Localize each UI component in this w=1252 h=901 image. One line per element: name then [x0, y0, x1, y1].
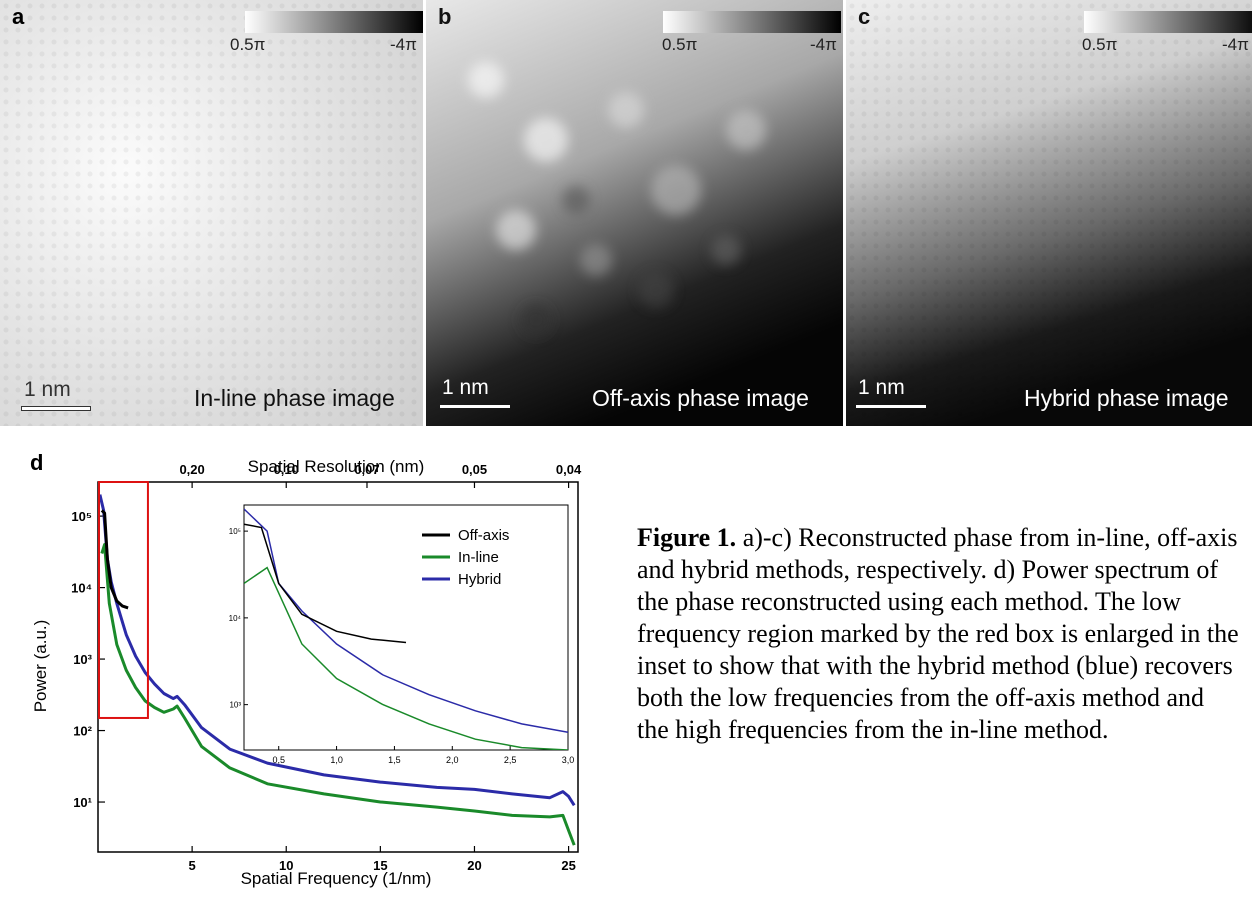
inset-y-tick-label: 10⁴: [229, 614, 242, 623]
inset-x-tick-label: 1,0: [330, 755, 343, 765]
scale-bar: [440, 405, 510, 408]
off-axis-phase-image: [426, 0, 843, 426]
legend-label: Hybrid: [458, 571, 501, 588]
scale-bar: [856, 405, 926, 408]
highlight-box: [98, 481, 149, 719]
top-axis-label: Spatial Resolution (nm): [248, 457, 425, 476]
y-tick-label: 10¹: [73, 795, 92, 810]
panel-caption: Hybrid phase image: [1024, 385, 1229, 411]
top-tick-label: 0,20: [179, 462, 204, 477]
top-tick-label: 0,05: [462, 462, 487, 477]
x-tick-label: 5: [189, 858, 196, 873]
panel-a-in-line-phase: a 0.5π -4π 1 nm In-line phase image: [0, 0, 423, 426]
inset-x-tick-label: 2,0: [446, 755, 459, 765]
scale-bar-label: 1 nm: [24, 378, 71, 401]
scale-bar: [21, 406, 91, 411]
colorbar: [1084, 11, 1252, 33]
x-tick-label: 10: [279, 858, 293, 873]
x-tick-label: 20: [467, 858, 481, 873]
colorbar-min-label: 0.5π: [230, 35, 266, 54]
y-tick-label: 10⁴: [71, 581, 92, 596]
inset-x-tick-label: 0,5: [272, 755, 285, 765]
panel-label: b: [438, 4, 452, 29]
power-spectrum-chart: d Spatial Resolution (nm) Spatial Freque…: [30, 450, 582, 888]
x-axis-label: Spatial Frequency (1/nm): [241, 869, 432, 888]
caption-text: a)-c) Reconstructed phase from in-line, …: [637, 523, 1239, 744]
top-tick-label: 0,07: [354, 462, 379, 477]
inset-series-group: [244, 508, 568, 750]
inset-x-tick-label: 3,0: [562, 755, 575, 765]
hybrid-phase-image: [846, 0, 1252, 426]
panel-label: d: [30, 450, 43, 475]
inset-series-line-off-axis: [244, 523, 407, 644]
legend-label: In-line: [458, 549, 499, 566]
in-line-phase-image: [0, 0, 423, 426]
x-tick-label: 15: [373, 858, 387, 873]
colorbar-max-label: -4π: [810, 35, 837, 54]
colorbar-max-label: -4π: [1222, 35, 1249, 54]
inset-x-tick-label: 2,5: [504, 755, 517, 765]
panel-c-hybrid-phase: c 0.5π -4π 1 nm Hybrid phase image: [846, 0, 1252, 426]
colorbar-min-label: 0.5π: [662, 35, 698, 54]
panel-b-off-axis-phase: b 0.5π -4π 1 nm Off-axis phase image: [426, 0, 843, 426]
x-tick-label: 25: [561, 858, 575, 873]
series-line-hybrid: [98, 494, 576, 807]
series-line-off-axis: [100, 509, 129, 610]
panel-caption: In-line phase image: [194, 385, 395, 411]
top-tick-label: 0,04: [556, 462, 582, 477]
colorbar: [245, 11, 423, 33]
y-tick-label: 10³: [73, 652, 92, 667]
panel-caption: Off-axis phase image: [592, 385, 809, 411]
top-tick-label: 0,10: [274, 462, 299, 477]
colorbar-max-label: -4π: [390, 35, 417, 54]
inset-series-line-hybrid: [244, 508, 568, 734]
plot-area: 5 10 15 20 25 0,20 0,10 0,07 0,05 0,04 10⁵ 10⁴ 10³ 10…: [71, 462, 582, 873]
inset-x-tick-label: 1,5: [388, 755, 401, 765]
panel-label: c: [858, 4, 871, 29]
y-tick-label: 10⁵: [71, 509, 92, 524]
y-tick-label: 10²: [73, 724, 92, 739]
scale-bar-label: 1 nm: [442, 376, 489, 399]
colorbar-min-label: 0.5π: [1082, 35, 1118, 54]
inset-series-line-in-line: [244, 566, 568, 750]
legend-label: Off-axis: [458, 527, 509, 544]
inset-y-tick-label: 10³: [229, 701, 241, 710]
colorbar: [663, 11, 841, 33]
figure-caption: Figure 1. a)-c) Reconstructed phase from…: [637, 522, 1242, 746]
caption-label: Figure 1.: [637, 523, 737, 552]
series-line-in-line: [100, 543, 576, 846]
inset-y-tick-label: 10⁵: [229, 527, 241, 536]
y-axis-label: Power (a.u.): [31, 620, 50, 713]
panel-label: a: [12, 4, 25, 29]
scale-bar-label: 1 nm: [858, 376, 905, 399]
inset-frame: [243, 504, 569, 751]
